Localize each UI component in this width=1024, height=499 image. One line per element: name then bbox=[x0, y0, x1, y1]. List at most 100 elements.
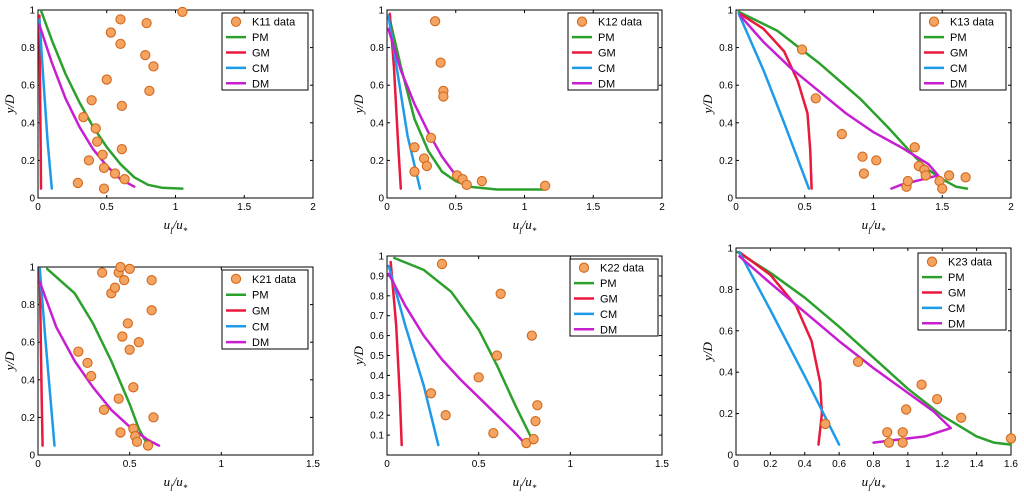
data-point bbox=[101, 74, 112, 85]
legend-label: PM bbox=[600, 278, 617, 290]
data-point bbox=[901, 404, 912, 415]
y-tick-label: 0.8 bbox=[719, 43, 733, 54]
y-tick-label: 0 bbox=[727, 451, 733, 462]
x-tick-label: 1 bbox=[905, 459, 911, 470]
legend-label: PM bbox=[950, 32, 967, 44]
legend-label: GM bbox=[252, 306, 270, 318]
legend-label: GM bbox=[950, 48, 968, 60]
y-tick-label: 0 bbox=[29, 194, 35, 205]
data-point bbox=[119, 275, 130, 286]
y-tick-label: 0.4 bbox=[21, 118, 35, 129]
plot-area bbox=[736, 250, 1011, 446]
legend-label: K22 data bbox=[600, 263, 645, 275]
x-tick-label: 1.5 bbox=[586, 202, 600, 213]
legend-label: PM bbox=[252, 32, 269, 44]
x-axis-label: ul/u* bbox=[513, 474, 537, 493]
y-tick-label: 0.6 bbox=[370, 331, 384, 342]
y-tick-label: 0.6 bbox=[719, 81, 733, 92]
data-point bbox=[131, 436, 143, 447]
legend-label: CM bbox=[598, 63, 615, 75]
series-line-dm bbox=[38, 280, 161, 447]
y-tick-label: 0.1 bbox=[370, 431, 384, 442]
data-point bbox=[435, 57, 446, 68]
plot-area bbox=[387, 256, 535, 447]
series-line-dm bbox=[738, 255, 953, 444]
series-line-cm bbox=[387, 264, 440, 447]
x-tick-label: 1.4 bbox=[970, 459, 984, 470]
data-point bbox=[476, 175, 488, 187]
x-tick-label: 1.5 bbox=[655, 459, 669, 470]
data-point bbox=[1005, 433, 1017, 444]
x-axis-label: ul/u* bbox=[513, 217, 537, 236]
x-tick-label: 0 bbox=[384, 459, 390, 470]
y-tick-label: 0.8 bbox=[21, 300, 35, 311]
x-axis-label: ul/u* bbox=[164, 217, 188, 236]
legend-label: DM bbox=[252, 78, 269, 90]
legend-label: K12 data bbox=[598, 17, 643, 29]
data-point bbox=[83, 155, 95, 166]
data-point bbox=[943, 170, 955, 181]
series-line-gm bbox=[38, 14, 43, 190]
data-point bbox=[141, 18, 152, 29]
data-point bbox=[115, 38, 126, 49]
legend: K13 data PM GM CM DM bbox=[919, 12, 1007, 91]
legend-marker-data bbox=[926, 256, 938, 267]
data-point bbox=[960, 172, 971, 183]
data-point bbox=[425, 132, 437, 143]
y-tick-label: 0.4 bbox=[370, 118, 384, 129]
y-axis-label: y/D bbox=[351, 94, 366, 115]
data-point bbox=[119, 174, 130, 185]
y-axis-label: y/D bbox=[700, 94, 715, 115]
data-point bbox=[796, 44, 808, 55]
series-line-dm bbox=[387, 272, 526, 445]
legend-label: GM bbox=[948, 288, 966, 300]
data-point bbox=[491, 350, 503, 361]
data-point bbox=[146, 305, 157, 316]
data-point bbox=[857, 151, 868, 162]
data-point bbox=[436, 258, 448, 270]
legend-label: GM bbox=[252, 48, 270, 60]
x-tick-label: 1.5 bbox=[935, 202, 949, 213]
data-point bbox=[882, 427, 893, 438]
data-point bbox=[97, 149, 108, 160]
series-line-gm bbox=[738, 250, 824, 446]
x-tick-label: 0 bbox=[733, 459, 739, 470]
y-tick-label: 0.7 bbox=[370, 311, 384, 322]
x-tick-label: 0.2 bbox=[763, 459, 777, 470]
data-point bbox=[820, 418, 831, 430]
data-point bbox=[133, 337, 144, 348]
series-line-cm bbox=[738, 250, 841, 446]
panel-k12: 0 0.5 1 1.5 2 0 0.2 0.4 0.6 0.8 1 ul/u* y/D K12 data P… bbox=[351, 6, 665, 237]
x-tick-label: 1.2 bbox=[935, 459, 949, 470]
data-point bbox=[90, 123, 101, 134]
data-point bbox=[115, 261, 126, 273]
data-point bbox=[116, 100, 128, 112]
legend: K23 data PM GM CM DM bbox=[917, 252, 1007, 331]
legend-label: DM bbox=[950, 78, 967, 90]
legend-label: DM bbox=[948, 318, 965, 330]
legend-label: GM bbox=[598, 48, 616, 60]
data-point bbox=[897, 427, 908, 438]
legend-label: K23 data bbox=[948, 257, 993, 269]
x-tick-label: 1 bbox=[568, 459, 574, 470]
series-line-cm bbox=[38, 267, 56, 447]
legend: K11 data PM GM CM DM bbox=[221, 12, 309, 91]
data-point bbox=[956, 412, 967, 423]
legend-marker-data bbox=[230, 16, 242, 27]
data-point bbox=[920, 170, 931, 181]
legend: K21 data PM GM CM DM bbox=[221, 269, 309, 350]
data-point bbox=[461, 179, 472, 190]
data-point bbox=[91, 136, 103, 147]
data-point bbox=[810, 93, 821, 104]
data-point bbox=[902, 175, 914, 187]
data-point bbox=[858, 168, 870, 179]
y-tick-label: 0.5 bbox=[370, 351, 384, 362]
x-tick-label: 0 bbox=[35, 459, 41, 470]
data-point bbox=[86, 95, 97, 106]
x-tick-label: 0.6 bbox=[832, 459, 846, 470]
data-point bbox=[897, 437, 908, 448]
y-tick-label: 0.2 bbox=[719, 156, 733, 167]
legend-label: K21 data bbox=[252, 274, 297, 286]
panel-k23: 0 0.2 0.4 0.6 0.8 1 1.2 1.4 1.6 0 0.2 0.4 0.6 0.8 1 ul/… bbox=[700, 244, 1018, 494]
y-tick-label: 1 bbox=[727, 6, 733, 17]
